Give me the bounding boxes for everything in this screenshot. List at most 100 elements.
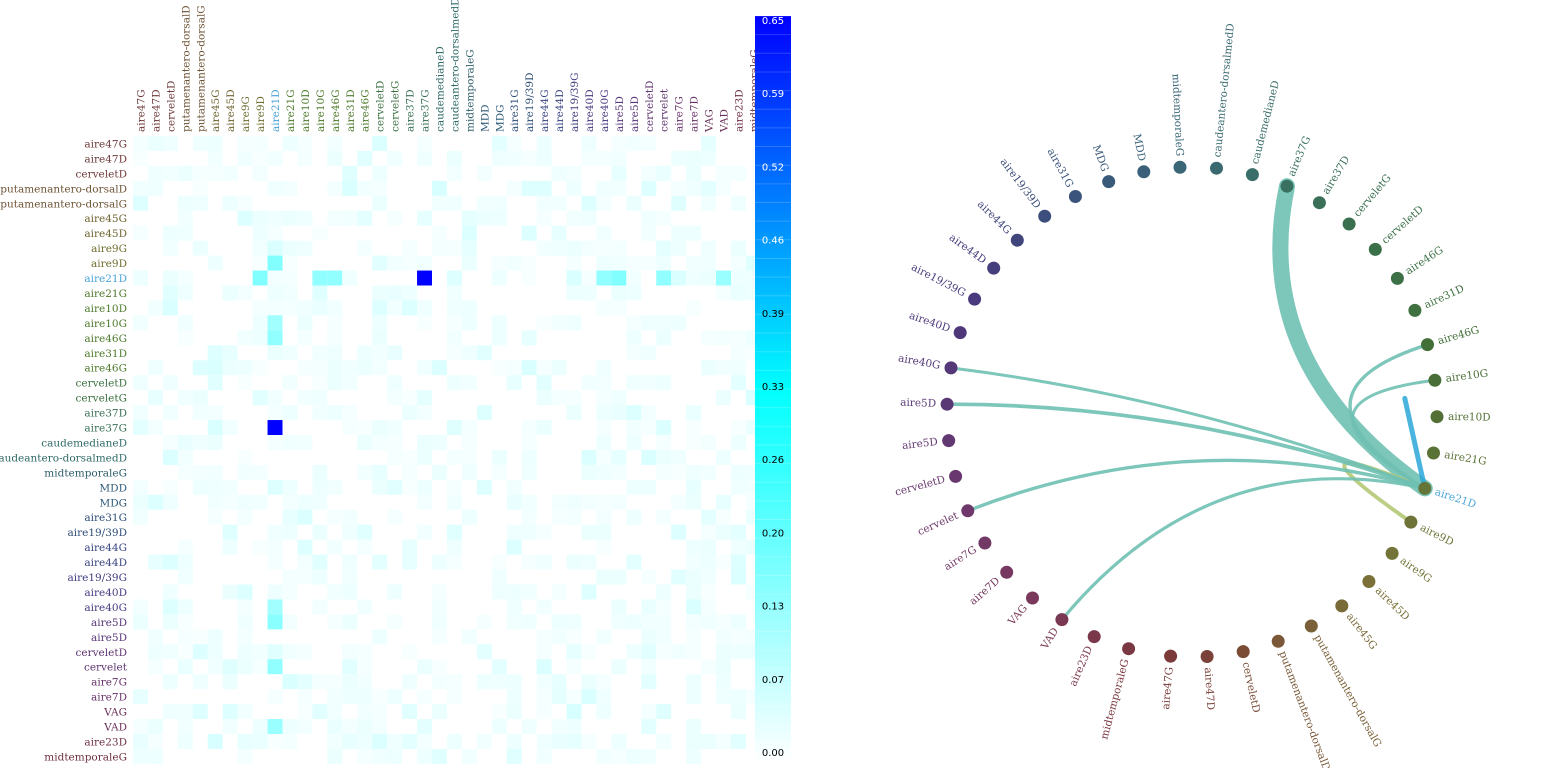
heatmap-cell [432,659,447,675]
heatmap-cell [312,599,328,615]
heatmap-cell [491,674,507,690]
chord-node [1404,515,1418,529]
heatmap-cell [327,180,343,196]
heatmap-cell [342,734,358,749]
heatmap-cell [387,150,403,166]
heatmap-cell [147,300,163,316]
chord-node-label: aire45G [1344,611,1380,652]
heatmap-cell [596,435,612,450]
heatmap-cell [521,449,537,465]
heatmap-cell [446,345,462,361]
heatmap-cell [686,674,702,690]
heatmap-cell [671,195,687,211]
heatmap-cell [192,629,208,645]
heatmap-cell [656,734,672,749]
heatmap-cell [312,494,328,510]
heatmap-cell [297,704,313,720]
colorbar-tick-label: 0.00 [762,748,784,759]
heatmap-cell [536,375,552,391]
heatmap-cell [476,674,492,690]
heatmap-cell [372,300,388,316]
heatmap-cell [357,420,373,435]
heatmap-cell [207,375,223,391]
heatmap-cell [133,270,148,286]
heatmap-cell [701,734,717,749]
heatmap-cell [476,345,492,361]
heatmap-cell [342,644,358,660]
heatmap-column-label: aire46G [330,89,342,132]
heatmap-cell [387,390,403,406]
heatmap-cell [237,584,253,600]
heatmap-cell [162,270,178,286]
heatmap-cell [297,136,313,151]
chord-node-label: aire31D [1422,283,1466,312]
heatmap-cell [342,674,358,690]
heatmap-cell [342,659,358,675]
heatmap-cell [506,524,522,540]
heatmap-cell [147,494,163,510]
heatmap-cell [701,584,717,600]
heatmap-cell [282,494,298,510]
heatmap-cell [536,524,552,540]
heatmap-cell [402,644,418,660]
heatmap-cell [327,674,343,690]
heatmap-cell [521,494,537,510]
heatmap-cell [656,165,672,181]
heatmap-cell [731,285,746,301]
heatmap-cell [686,644,702,660]
heatmap-row-label: midtemporaleG [44,467,127,479]
heatmap-cell [731,420,746,435]
heatmap-column-label: aire9G [240,96,252,132]
heatmap-cell [327,479,343,495]
heatmap-cell [701,659,717,675]
heatmap-cell [267,300,283,316]
chord-link [1060,477,1427,622]
heatmap-cell [611,748,627,764]
heatmap-cell [671,449,687,465]
heatmap-cell [372,255,388,271]
colorbar-tick-label: 0.39 [762,309,784,320]
heatmap-cell [237,375,253,391]
heatmap-column-label: putamenantero-dorsalD [180,5,192,132]
heatmap-cell [207,255,223,271]
heatmap-cell [207,464,223,480]
heatmap-cell [402,704,418,720]
heatmap-cell [162,674,178,690]
heatmap-cell [192,360,208,376]
heatmap-cell [417,136,432,151]
heatmap-cell [147,719,163,734]
heatmap-cell [177,315,193,331]
chord-node-label: MDG [1090,143,1111,173]
heatmap-cell [611,240,627,256]
chord-node-label: aire10G [1445,367,1489,384]
heatmap-cell [342,405,358,421]
heatmap-cell [267,285,283,301]
heatmap-cell [327,330,343,346]
heatmap-cell [297,435,313,450]
heatmap-cell [282,734,298,749]
heatmap-cell [267,719,283,734]
heatmap-cell [237,195,253,211]
heatmap-cell [417,360,432,376]
heatmap-cell [446,330,462,346]
heatmap-cell [731,360,746,376]
heatmap-cell [596,225,612,241]
heatmap-cell [536,195,552,211]
heatmap-cell [716,285,731,301]
heatmap-cell [716,689,731,705]
heatmap-cell [641,614,657,630]
heatmap-cell [297,210,313,226]
colorbar-tick-label: 0.33 [762,382,784,393]
heatmap-cell [387,375,403,391]
heatmap-cell [491,719,507,734]
heatmap-column-label: aire47G [136,89,148,132]
heatmap-cell [342,689,358,705]
heatmap-cell [491,315,507,331]
heatmap-cell [267,524,283,540]
heatmap-cell [461,300,477,316]
heatmap-cell [506,599,522,615]
heatmap-cell [491,449,507,465]
heatmap-cell [133,180,148,196]
heatmap-cell [656,644,672,660]
heatmap-cell [417,524,432,540]
